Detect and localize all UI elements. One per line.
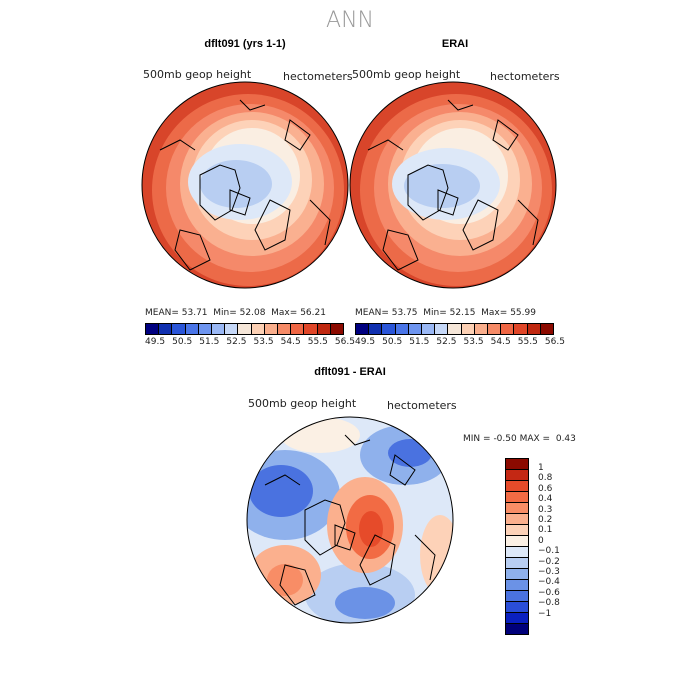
- panel-2-colorbar-swatch: [448, 324, 462, 334]
- panel-1-colorbar-swatch: [238, 324, 252, 334]
- panel-1-colorbar-swatch: [291, 324, 305, 334]
- panel-3-units: hectometers: [387, 399, 457, 412]
- panel-2-map: [349, 81, 557, 289]
- panel-3-colorbar-tick-label: 0.4: [538, 494, 553, 505]
- panel-1-colorbar-swatch: [264, 324, 279, 334]
- panel-1-colorbar: [145, 323, 344, 335]
- panel-3-colorbar-tick-label: −1: [538, 608, 552, 619]
- panel-3-colorbar-labels: 1 0.8 0.6 0.4 0.3 0.2 0.1 0 −0.1 −0.2 −0.3 −0.4 −0.6…: [538, 463, 560, 619]
- panel-2-colorbar-swatch: [395, 324, 409, 334]
- panel-1-colorbar-swatch: [198, 324, 213, 334]
- panel-3-colorbar-tick-label: 0.8: [538, 473, 553, 484]
- panel-1-colorbar-swatch: [330, 324, 344, 334]
- panel-2-colorbar-swatch: [501, 324, 515, 334]
- panel-1-units: hectometers: [283, 70, 353, 83]
- panel-3-colorbar-swatch: [506, 481, 528, 492]
- panel-2-colorbar-swatch: [382, 324, 396, 334]
- panel-1-colorbar-tick-label: 52.5: [226, 337, 247, 347]
- panel-3-colorbar-swatch: [506, 558, 528, 569]
- panel-1-map: [141, 81, 349, 289]
- panel-1-colorbar-tick-label: 50.5: [172, 337, 193, 347]
- panel-3-colorbar: [505, 458, 529, 635]
- panel-2-colorbar-labels: 49.5 50.5 51.5 52.5 53.5 54.5 55.5 56.5: [355, 337, 565, 347]
- panel-1-colorbar-tick-label: 56.5: [334, 337, 355, 347]
- panel-3-colorbar-swatch: [506, 547, 528, 558]
- panel-3-colorbar-swatch: [506, 470, 528, 481]
- panel-2-colorbar-swatch: [540, 324, 554, 334]
- panel-3-colorbar-tick-label: 0.6: [538, 483, 553, 494]
- panel-3-colorbar-tick-label: −0.4: [538, 577, 560, 588]
- panel-3-colorbar-swatch: [506, 492, 528, 503]
- panel-3-variable: 500mb geop height: [248, 397, 357, 410]
- panel-2-colorbar-tick-label: 56.5: [544, 337, 565, 347]
- panel-1-colorbar-swatch: [225, 324, 239, 334]
- panel-1-colorbar-tick-label: 49.5: [145, 337, 166, 347]
- panel-1-colorbar-swatch: [159, 324, 173, 334]
- panel-2-variable: 500mb geop height: [352, 68, 461, 81]
- panel-3-map: [246, 416, 454, 624]
- panel-2-colorbar-tick-label: 53.5: [463, 337, 484, 347]
- panel-3-colorbar-tick-label: −0.2: [538, 556, 560, 567]
- panel-1-colorbar-tick-label: 54.5: [280, 337, 301, 347]
- panel-3-colorbar-tick-label: 1: [538, 463, 544, 473]
- panel-1-colorbar-tick-label: 51.5: [199, 337, 220, 347]
- panel-3-colorbar-swatch: [506, 602, 528, 613]
- panel-1-colorbar-swatch: [304, 324, 318, 334]
- panel-3-colorbar-tick-label: 0.3: [538, 504, 553, 515]
- panel-3-colorbar-swatch: [506, 536, 528, 547]
- panel-1-colorbar-tick-label: 53.5: [253, 337, 274, 347]
- panel-3-colorbar-swatch: [506, 591, 528, 602]
- panel-2-colorbar: [355, 323, 554, 335]
- panel-3-colorbar-swatch: [506, 613, 528, 624]
- panel-1-colorbar-swatch: [146, 324, 160, 334]
- panel-3-colorbar-swatch: [506, 580, 528, 591]
- panel-3-colorbar-swatch: [506, 514, 528, 525]
- panel-2-colorbar-swatch: [422, 324, 436, 334]
- panel-2-title: ERAI: [441, 38, 469, 50]
- panel-3-colorbar-tick-label: 0: [538, 535, 544, 546]
- panel-2-colorbar-swatch: [527, 324, 541, 334]
- panel-1-colorbar-tick-label: 55.5: [307, 337, 328, 347]
- panel-1-colorbar-swatch: [212, 324, 226, 334]
- panel-3-colorbar-swatch: [506, 459, 528, 470]
- panel-3-colorbar-tick-label: 0.1: [538, 525, 553, 536]
- panel-2-colorbar-tick-label: 55.5: [517, 337, 538, 347]
- panel-3-colorbar-swatch: [506, 569, 528, 580]
- panel-2-colorbar-swatch: [488, 324, 502, 334]
- panel-3-stats: MIN = -0.50 MAX = 0.43: [463, 434, 576, 444]
- panel-1-colorbar-swatch: [251, 324, 265, 334]
- panel-3-colorbar-swatch: [506, 624, 528, 634]
- panel-2-colorbar-swatch: [356, 324, 370, 334]
- panel-2-stats: MEAN= 53.75 Min= 52.15 Max= 55.99: [355, 308, 536, 318]
- panel-2-colorbar-tick-label: 50.5: [382, 337, 403, 347]
- panel-2-colorbar-swatch: [408, 324, 423, 334]
- panel-2-colorbar-swatch: [514, 324, 528, 334]
- panel-1-colorbar-labels: 49.5 50.5 51.5 52.5 53.5 54.5 55.5 56.5: [145, 337, 355, 347]
- panel-1-variable: 500mb geop height: [143, 68, 252, 81]
- panel-3-colorbar-swatch: [506, 503, 528, 514]
- panel-2-colorbar-tick-label: 49.5: [355, 337, 376, 347]
- panel-2-colorbar-swatch: [435, 324, 449, 334]
- panel-3-colorbar-tick-label: −0.8: [538, 598, 560, 609]
- page-title: ANN: [326, 8, 374, 33]
- panel-3-colorbar-tick-label: −0.3: [538, 567, 560, 578]
- panel-1-colorbar-swatch: [172, 324, 186, 334]
- panel-2-colorbar-tick-label: 54.5: [490, 337, 511, 347]
- panel-1-stats: MEAN= 53.71 Min= 52.08 Max= 56.21: [145, 308, 326, 318]
- panel-1-colorbar-swatch: [185, 324, 199, 334]
- panel-2-colorbar-swatch: [461, 324, 475, 334]
- panel-3-colorbar-tick-label: −0.6: [538, 587, 560, 598]
- panel-2-colorbar-tick-label: 51.5: [409, 337, 430, 347]
- panel-2-colorbar-tick-label: 52.5: [436, 337, 457, 347]
- panel-2-colorbar-swatch: [369, 324, 383, 334]
- panel-1-title: dflt091 (yrs 1-1): [204, 38, 286, 50]
- panel-2-units: hectometers: [490, 70, 560, 83]
- panel-1-colorbar-swatch: [278, 324, 292, 334]
- panel-3-colorbar-swatch: [506, 525, 528, 536]
- panel-2-colorbar-swatch: [474, 324, 489, 334]
- panel-3-colorbar-tick-label: −0.1: [538, 546, 560, 557]
- panel-1-colorbar-swatch: [317, 324, 331, 334]
- panel-3-title: dflt091 - ERAI: [314, 366, 386, 378]
- panel-3-colorbar-tick-label: 0.2: [538, 515, 553, 526]
